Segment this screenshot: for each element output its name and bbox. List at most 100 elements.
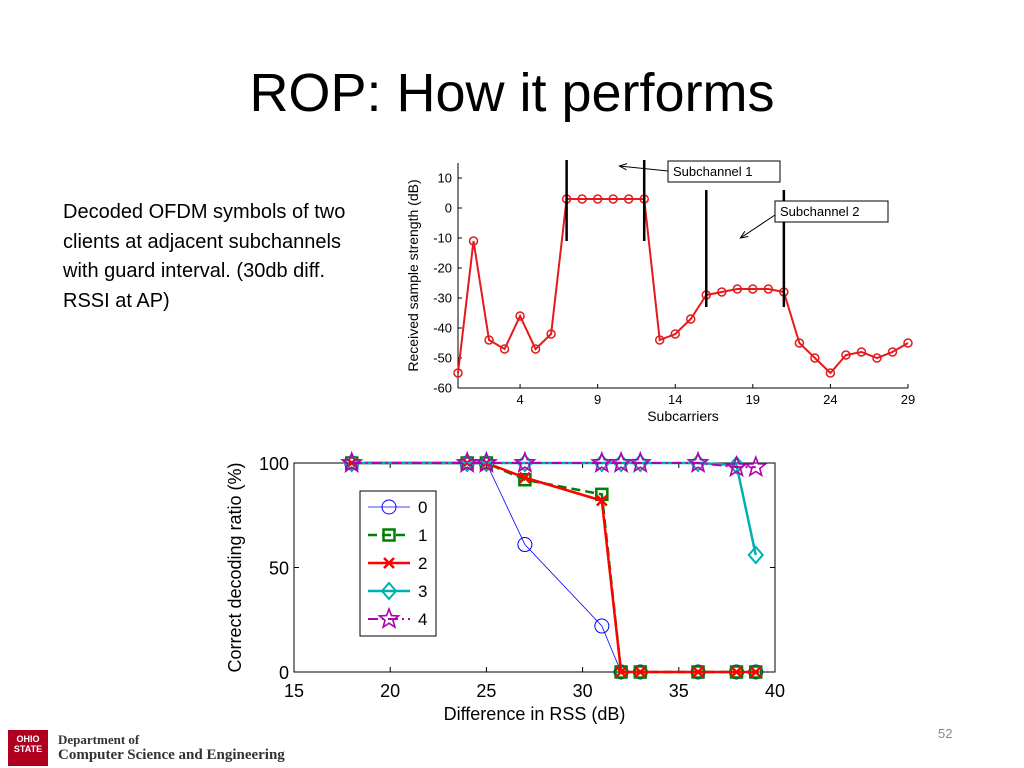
- chart2-x-tick-label: 15: [284, 681, 304, 701]
- slide-caption: Decoded OFDM symbols of two clients at a…: [63, 201, 346, 312]
- chart2-data-point: [686, 450, 710, 473]
- chart2-x-tick-label: 35: [669, 681, 689, 701]
- chart2-legend-label: 0: [418, 498, 427, 517]
- chart2-x-tick-label: 30: [573, 681, 593, 701]
- chart1-data-point: [577, 194, 587, 204]
- chart1-annotation-arrow: [740, 214, 776, 239]
- chart1-arrow-head: [618, 163, 628, 171]
- chart2-data-point: [455, 450, 479, 473]
- chart1-data-point: [872, 353, 882, 363]
- chart2-x-tick-label: 40: [765, 681, 785, 701]
- chart1-x-tick-label: 19: [746, 392, 760, 407]
- chart1-data-point: [453, 368, 463, 378]
- chart2-legend-marker: [377, 606, 401, 629]
- chart1-annotation-box: [774, 200, 889, 223]
- chart1-x-tick-label: 24: [823, 392, 837, 407]
- slide-number: 52: [938, 726, 953, 741]
- chart2-x-axis-label: Difference in RSS (dB): [444, 704, 626, 724]
- chart1-data-point: [515, 311, 525, 321]
- chart1-data-point: [623, 194, 634, 204]
- chart2-data-point: [634, 666, 647, 678]
- chart1-x-tick-label: 9: [594, 392, 601, 407]
- chart1-x-tick-label: 14: [668, 392, 682, 407]
- chart1-data-point: [841, 350, 851, 360]
- chart2-series-line-4: [351, 462, 756, 469]
- chart1-data-point: [468, 236, 479, 246]
- chart1-data-point: [608, 194, 618, 204]
- chart2-x-tick-label: 20: [380, 681, 400, 701]
- subcarrier-strength-chart: 10 0 -10 -20 -30 -40 -50 -60 4 9 14 19 24 29 Subcarrie…: [405, 160, 915, 424]
- chart2-data-point: [590, 450, 614, 473]
- chart1-x-axis-label: Subcarriers: [647, 408, 719, 424]
- chart2-y-tick-label: 100: [259, 454, 289, 474]
- chart1-y-axis-label: Received sample strength (dB): [405, 179, 421, 371]
- dept-line2: Computer Science and Engineering: [58, 747, 285, 763]
- chart2-data-point: [474, 450, 499, 473]
- chart1-series-line: [457, 198, 909, 375]
- chart1-y-tick-label: -40: [433, 321, 452, 336]
- chart1-data-point: [825, 368, 836, 378]
- chart2-y-tick-label: 0: [279, 663, 289, 683]
- chart1-arrow-head: [739, 231, 749, 239]
- chart2-data-point: [749, 666, 762, 678]
- chart2-data-point: [744, 454, 768, 478]
- chart1-y-tick-label: -30: [433, 291, 452, 306]
- chart2-data-point: [628, 450, 652, 473]
- chart1-data-point: [686, 314, 696, 324]
- chart1-annotation-arrow: [619, 165, 669, 172]
- chart1-x-tick-label: 29: [901, 392, 915, 407]
- chart1-y-tick-label: -60: [433, 381, 452, 396]
- chart1-data-point: [530, 344, 541, 354]
- chart2-data-point: [724, 454, 749, 478]
- chart2-data-point: [594, 618, 610, 634]
- chart1-data-point: [654, 335, 665, 345]
- chart1-data-point: [499, 344, 510, 354]
- chart1-data-point: [732, 284, 743, 294]
- chart2-y-tick-label: 50: [269, 559, 289, 579]
- chart2-legend-marker: [382, 528, 396, 542]
- chart2-legend-marker: [381, 499, 397, 515]
- chart1-annotation-label: Subchannel 1: [673, 164, 753, 179]
- chart1-annotation-label: Subchannel 2: [780, 204, 860, 219]
- chart1-y-tick-label: 10: [438, 171, 452, 186]
- chart2-legend-marker: [380, 581, 398, 601]
- chart2-data-point: [728, 455, 745, 475]
- chart2-x-tick-label: 25: [476, 681, 496, 701]
- chart2-data-point: [747, 545, 765, 565]
- chart2-data-point: [340, 450, 364, 473]
- chart1-data-point: [856, 347, 867, 357]
- chart1-y-tick-label: -10: [433, 231, 452, 246]
- chart1-data-point: [748, 284, 758, 294]
- chart2-data-point: [517, 537, 533, 553]
- chart1-data-point: [794, 338, 805, 348]
- chart2-data-point: [595, 494, 608, 507]
- chart2-data-point: [692, 666, 704, 678]
- chart2-legend-label: 3: [418, 582, 427, 601]
- chart1-y-tick-label: -50: [433, 351, 452, 366]
- chart1-data-point: [670, 329, 680, 339]
- chart1-data-point: [717, 287, 727, 297]
- chart1-data-point: [484, 335, 494, 345]
- chart2-data-point: [518, 471, 531, 484]
- slide-title: ROP: How it performs: [249, 63, 775, 123]
- chart2-legend-label: 1: [418, 526, 427, 545]
- chart2-data-point: [615, 666, 627, 678]
- chart1-data-point: [887, 347, 898, 357]
- chart1-y-tick-label: -20: [433, 261, 452, 276]
- chart2-legend-label: 4: [418, 610, 427, 629]
- chart1-y-tick-label: 0: [445, 201, 452, 216]
- chart1-data-point: [903, 338, 913, 348]
- chart1-x-tick-label: 4: [516, 392, 523, 407]
- chart1-annotation-box: [667, 160, 781, 183]
- chart1-data-point: [592, 194, 603, 204]
- chart2-legend-marker: [383, 557, 395, 569]
- chart1-data-point: [810, 353, 820, 363]
- chart2-y-axis-label: Correct decoding ratio (%): [225, 462, 245, 672]
- university-seal-icon: OHIO STATE: [8, 730, 48, 766]
- chart2-data-point: [513, 450, 537, 473]
- chart2-data-point: [730, 666, 743, 678]
- chart2-data-point: [609, 450, 633, 473]
- chart1-data-point: [763, 284, 774, 294]
- chart1-data-point: [546, 329, 556, 339]
